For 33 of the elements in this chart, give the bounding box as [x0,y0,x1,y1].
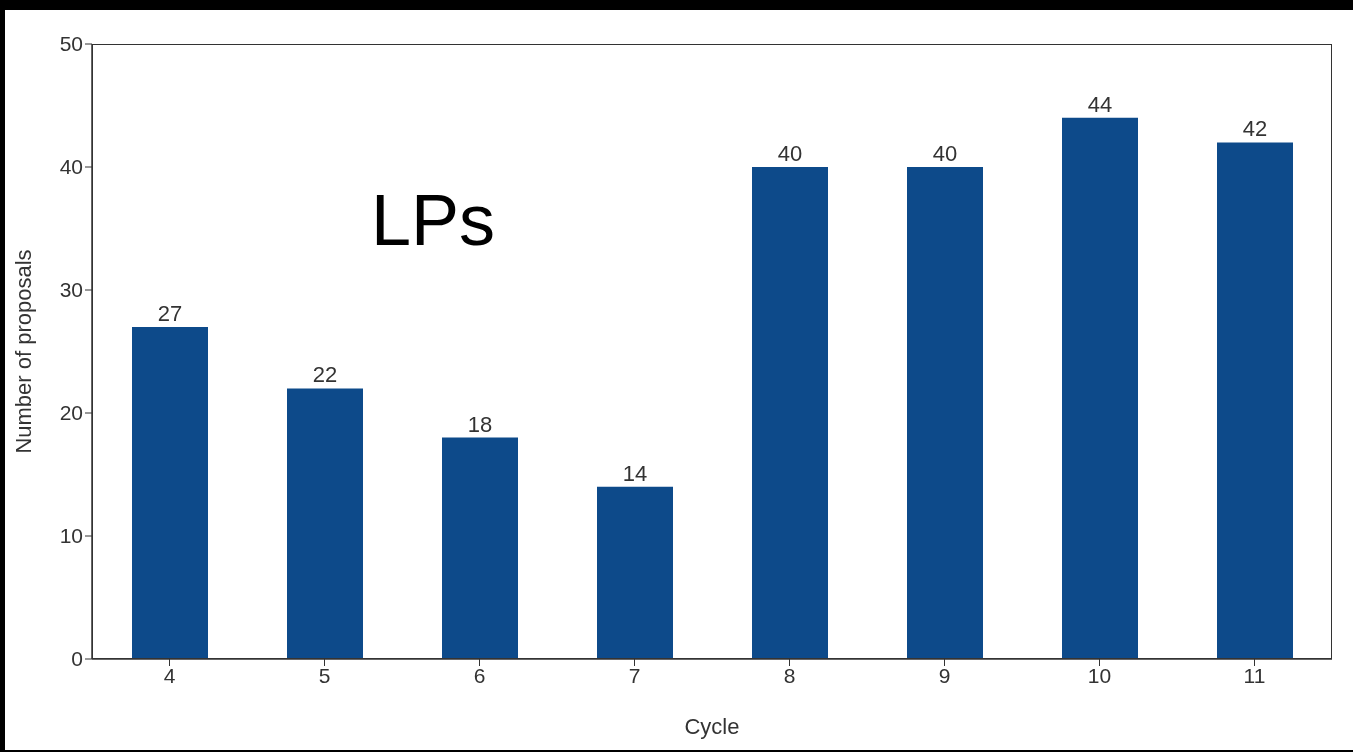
y-tick-label: 20 [59,401,83,425]
y-tick-label: 40 [59,155,83,179]
x-tick-label: 6 [473,663,486,687]
x-tick-label: 9 [938,663,951,687]
bar [1217,142,1293,659]
data-label: 40 [777,141,803,166]
data-label: 22 [312,362,338,388]
bar [597,486,673,659]
data-label: 40 [932,141,958,166]
bar [132,326,208,659]
data-label: 44 [1087,91,1113,117]
y-tick-label: 0 [71,647,83,671]
data-label: 42 [1242,116,1268,142]
x-tick-label: 5 [318,663,331,687]
bar [287,388,363,659]
y-tick-label: 30 [59,278,83,302]
data-label: 18 [467,411,493,437]
x-tick-label: 4 [163,663,176,687]
x-tick-label: 10 [1087,663,1112,687]
bar [907,167,983,659]
data-label: 27 [157,300,183,326]
bar [442,437,518,659]
x-axis-title: Cycle [684,714,740,739]
y-tick-label: 10 [59,524,83,548]
x-tick-label: 11 [1243,663,1266,687]
x-tick-label: 8 [783,663,796,687]
annotation: LPs [371,179,496,262]
y-tick-label: 50 [59,32,83,56]
bar [752,167,828,659]
x-tick-label: 7 [628,663,641,687]
y-axis-title: Number of proposals [10,249,36,454]
data-label: 14 [622,460,648,486]
bar [1062,117,1138,659]
